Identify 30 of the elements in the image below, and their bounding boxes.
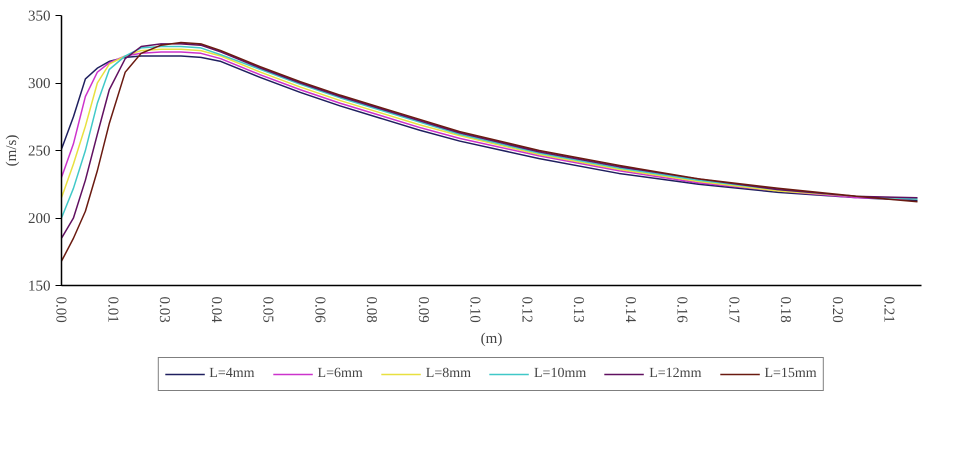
x-tick-label: 0.14 xyxy=(622,296,638,324)
x-tick-label: 0.05 xyxy=(260,296,276,323)
x-tick-label: 0.00 xyxy=(52,296,68,323)
x-axis-title: (m) xyxy=(480,330,502,347)
legend-label: L=6mm xyxy=(318,366,363,382)
legend-label: L=12mm xyxy=(649,366,702,382)
y-tick-label: 250 xyxy=(28,144,50,160)
x-tick-label: 0.03 xyxy=(156,296,172,323)
x-tick-label: 0.10 xyxy=(466,296,483,323)
legend-label: L=15mm xyxy=(764,366,817,382)
x-tick-label: 0.21 xyxy=(880,296,897,323)
x-tick-label: 0.09 xyxy=(414,296,431,323)
legend-label: L=8mm xyxy=(426,366,471,382)
y-tick-label: 200 xyxy=(28,211,50,227)
y-tick-label: 350 xyxy=(28,8,50,24)
legend-label: L=4mm xyxy=(209,366,255,382)
x-tick-label: 0.20 xyxy=(828,296,845,323)
x-tick-label: 0.17 xyxy=(725,296,742,324)
x-tick-label: 0.06 xyxy=(311,296,328,324)
x-tick-label: 0.01 xyxy=(104,296,120,323)
legend-label: L=10mm xyxy=(534,366,586,382)
y-tick-label: 150 xyxy=(28,278,50,294)
x-tick-label: 0.04 xyxy=(208,296,224,324)
x-tick-label: 0.08 xyxy=(363,296,380,323)
x-tick-label: 0.13 xyxy=(570,296,586,323)
x-tick-label: 0.16 xyxy=(674,296,690,324)
x-tick-label: 0.12 xyxy=(518,296,534,323)
y-axis-title: (m/s) xyxy=(4,134,20,166)
x-tick-label: 0.18 xyxy=(777,296,794,323)
y-tick-label: 300 xyxy=(28,76,50,92)
